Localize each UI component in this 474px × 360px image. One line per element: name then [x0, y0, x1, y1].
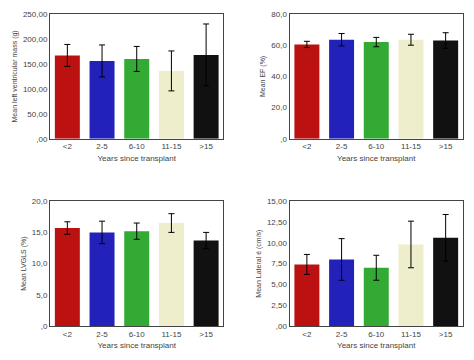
svg-text:<2: <2: [302, 330, 312, 339]
svg-text:20,0: 20,0: [271, 103, 287, 112]
svg-text:,00: ,00: [276, 322, 288, 331]
svg-text:5,00: 5,00: [271, 280, 287, 289]
svg-text:20,0: 20,0: [32, 197, 48, 206]
svg-text:50,00: 50,00: [27, 110, 48, 119]
svg-text:10,00: 10,00: [267, 239, 288, 248]
svg-text:150,00: 150,00: [23, 60, 48, 69]
svg-text:Mean EF (%): Mean EF (%): [259, 56, 267, 97]
svg-text:2-5: 2-5: [96, 142, 108, 151]
svg-text:6-10: 6-10: [129, 142, 146, 151]
svg-text:100,00: 100,00: [23, 85, 48, 94]
svg-text:,00: ,00: [36, 135, 48, 144]
svg-text:40,0: 40,0: [271, 72, 287, 81]
svg-text:Mean LVGLS (%): Mean LVGLS (%): [20, 236, 28, 290]
svg-text:11-15: 11-15: [161, 330, 181, 339]
svg-text:2-5: 2-5: [96, 330, 108, 339]
svg-text:<2: <2: [63, 330, 73, 339]
svg-text:6-10: 6-10: [368, 142, 385, 151]
svg-text:>15: >15: [199, 142, 213, 151]
svg-text:11-15: 11-15: [401, 142, 421, 151]
svg-text:11-15: 11-15: [161, 142, 181, 151]
svg-text:2-5: 2-5: [336, 330, 348, 339]
svg-text:>15: >15: [199, 330, 213, 339]
svg-text:Mean left ventricular mass (g): Mean left ventricular mass (g): [11, 30, 19, 122]
svg-text:Mean Lateral é (cm/s): Mean Lateral é (cm/s): [255, 230, 263, 298]
svg-text:80,0: 80,0: [271, 10, 287, 19]
svg-text:6-10: 6-10: [129, 330, 146, 339]
svg-text:7,50: 7,50: [271, 259, 287, 268]
svg-text:Years since transplant: Years since transplant: [98, 341, 177, 350]
svg-text:Years since transplant: Years since transplant: [337, 154, 416, 163]
svg-text:,0: ,0: [280, 135, 287, 144]
svg-text:200,00: 200,00: [23, 35, 48, 44]
svg-text:,0: ,0: [41, 322, 48, 331]
svg-text:10,0: 10,0: [32, 259, 48, 268]
svg-text:Years since transplant: Years since transplant: [98, 154, 177, 163]
svg-text:6-10: 6-10: [368, 330, 385, 339]
svg-text:>15: >15: [439, 142, 453, 151]
svg-text:>15: >15: [439, 330, 453, 339]
svg-text:250,00: 250,00: [23, 10, 48, 19]
svg-text:11-15: 11-15: [401, 330, 421, 339]
svg-text:<2: <2: [302, 142, 312, 151]
svg-text:12,50: 12,50: [267, 218, 288, 227]
svg-text:<2: <2: [63, 142, 73, 151]
svg-text:2-5: 2-5: [336, 142, 348, 151]
svg-text:15,00: 15,00: [267, 197, 288, 206]
svg-text:2,50: 2,50: [271, 301, 287, 310]
svg-text:15,0: 15,0: [32, 228, 48, 237]
svg-text:Years since transplant: Years since transplant: [337, 341, 416, 350]
svg-text:60,0: 60,0: [271, 41, 287, 50]
svg-text:5,0: 5,0: [36, 291, 48, 300]
